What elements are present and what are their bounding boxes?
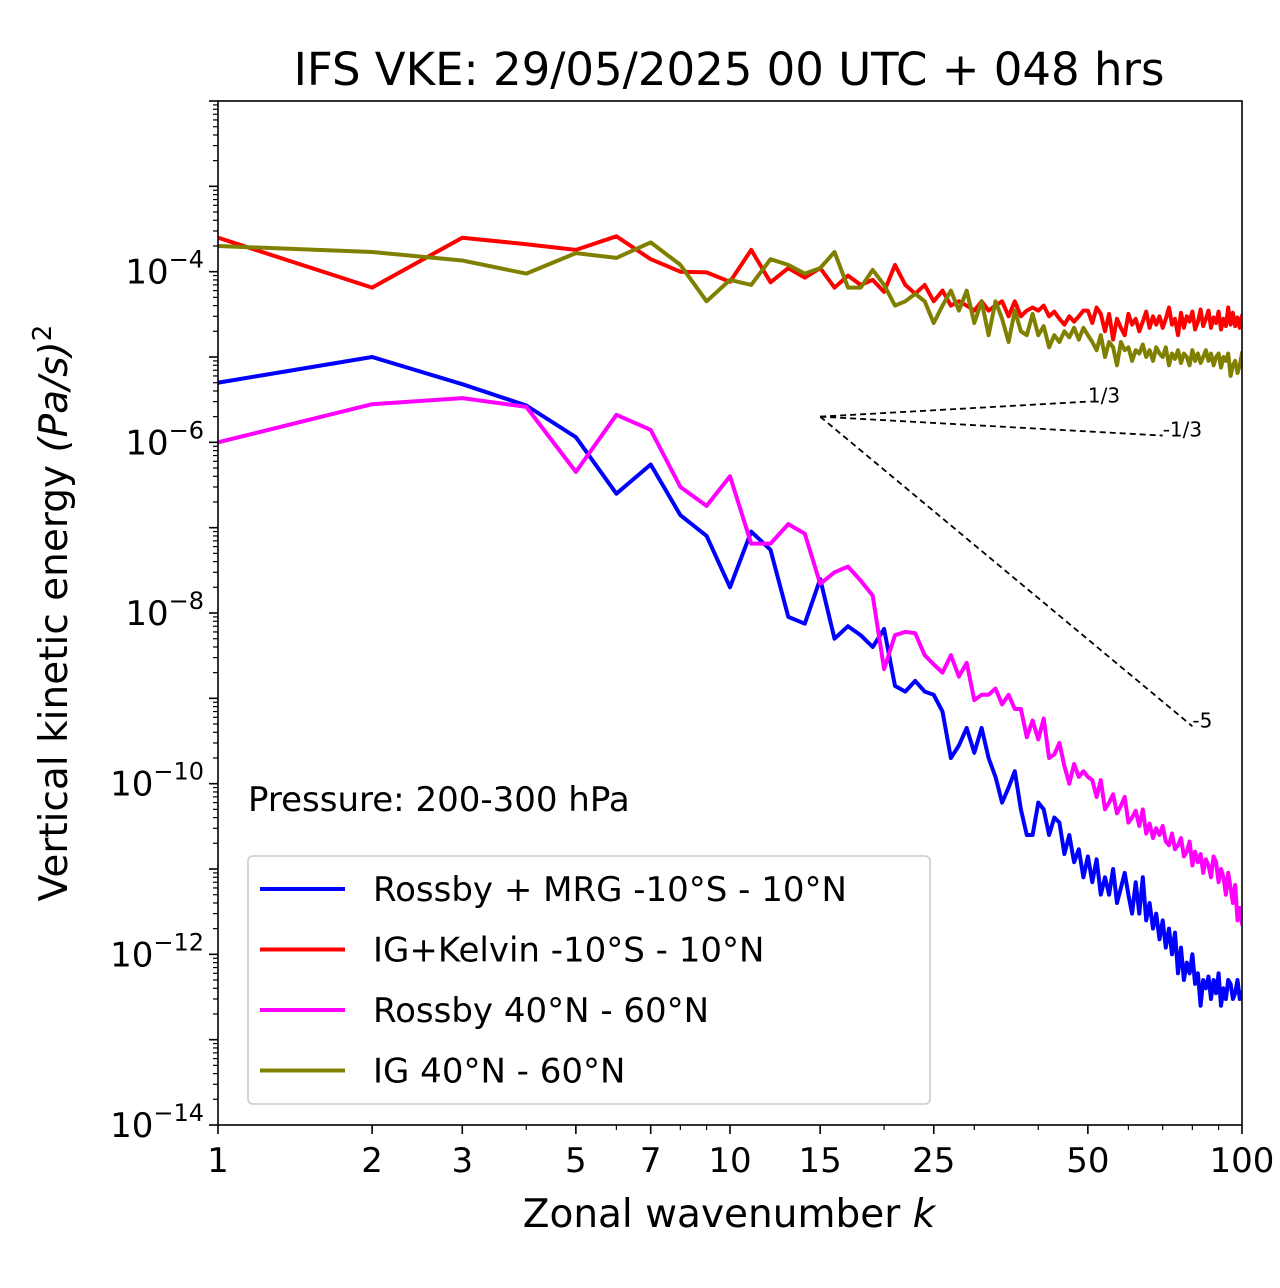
legend: Rossby + MRG -10°S - 10°N IG+Kelvin -10°S… [247, 855, 931, 1105]
legend-label: Rossby + MRG -10°S - 10°N [373, 870, 847, 910]
x-tick-label: 1 [207, 1141, 229, 1181]
y-axis: 10−14 10−12 10−10 10−8 10−6 10−4 [110, 100, 218, 1146]
pressure-annotation: Pressure: 200-300 hPa [248, 780, 630, 820]
y-tick-label: 10−10 [110, 758, 204, 805]
series-line [218, 396, 1242, 926]
series-line [218, 240, 1242, 378]
x-tick-label: 5 [565, 1141, 587, 1181]
series-line [218, 234, 1242, 342]
legend-box [247, 855, 931, 1105]
series-lines [218, 234, 1242, 1008]
series-line [218, 355, 1242, 1008]
x-tick-label: 7 [640, 1141, 662, 1181]
y-tick-label: 10−8 [125, 587, 204, 634]
legend-label: IG+Kelvin -10°S - 10°N [373, 931, 764, 971]
slope-line [819, 415, 1193, 728]
x-tick-label: 3 [451, 1141, 473, 1181]
y-tick-label: 10−12 [110, 928, 204, 975]
chart-title: IFS VKE: 29/05/2025 00 UTC + 048 hrs [294, 43, 1165, 96]
slope-label: -5 [1192, 708, 1212, 732]
y-tick-label: 10−14 [110, 1099, 204, 1146]
y-axis-title: Vertical kinetic energy (Pa/s)2 [28, 325, 77, 902]
slope-labels: 1/3 -1/3 -5 [1088, 384, 1212, 733]
x-axis: 1 2 3 5 7 10 15 25 50 100 [207, 1125, 1274, 1181]
legend-label: Rossby 40°N - 60°N [373, 991, 709, 1031]
slope-label: -1/3 [1163, 418, 1202, 442]
y-tick-label: 10−6 [125, 416, 204, 463]
x-tick-label: 2 [361, 1141, 383, 1181]
y-tick-label: 10−4 [125, 246, 204, 293]
slope-line [820, 400, 1088, 418]
x-tick-label: 10 [708, 1141, 751, 1181]
x-tick-label: 15 [799, 1141, 842, 1181]
x-tick-label: 25 [912, 1141, 955, 1181]
slope-reference-lines [819, 400, 1193, 728]
x-tick-label: 100 [1210, 1141, 1275, 1181]
x-tick-label: 50 [1066, 1141, 1109, 1181]
slope-label: 1/3 [1088, 384, 1120, 408]
x-axis-title: Zonal wavenumber k [523, 1192, 937, 1237]
slope-line [820, 415, 1163, 437]
legend-label: IG 40°N - 60°N [373, 1052, 625, 1092]
